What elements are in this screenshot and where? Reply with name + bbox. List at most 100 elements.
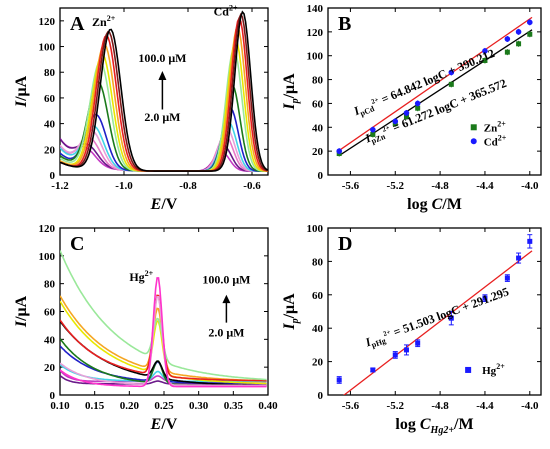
legend-label: Cd2+: [484, 133, 507, 148]
y-axis-title: Ip/μA: [281, 73, 301, 111]
peak-label: Hg2+: [129, 269, 153, 284]
y-tick-label: 80: [312, 256, 324, 268]
conc-low-label: 2.0 μM: [208, 326, 244, 340]
y-tick-label: 120: [307, 27, 324, 39]
data-point: [448, 81, 454, 87]
legend-label: Zn2+: [484, 119, 506, 134]
data-point: [515, 29, 522, 35]
y-tick-label: 80: [44, 279, 56, 291]
legend: Zn2+Cd2+: [470, 119, 507, 148]
curves: [60, 10, 268, 172]
conc-low-label: 2.0 μM: [144, 110, 180, 124]
data-point: [336, 377, 342, 383]
data-point: [516, 41, 522, 47]
x-tick-label: -0.6: [243, 180, 261, 192]
curve-10: [60, 250, 267, 381]
x-tick-label: -5.6: [342, 180, 360, 192]
x-tick-label: -4.8: [431, 400, 449, 412]
x-tick-label: -4.4: [476, 400, 494, 412]
y-tick-label: 80: [312, 75, 324, 87]
y-tick-label: 0: [318, 390, 324, 402]
y-tick-label: 0: [50, 170, 56, 182]
data-point: [370, 126, 376, 133]
y-tick-label: 140: [307, 3, 324, 15]
x-tick-label: 0.10: [50, 400, 70, 412]
panel-letter: B: [338, 13, 351, 35]
y-tick-label: 100: [39, 42, 56, 54]
x-tick-label: -5.2: [387, 180, 405, 192]
x-tick-label: -5.6: [342, 400, 360, 412]
peak-label: Cd2+: [214, 4, 238, 19]
fit-equation: IpHg2+ = 51.503 logC + 291.295: [363, 284, 512, 351]
y-tick-label: 60: [44, 93, 56, 105]
conc-high-label: 100.0 μM: [138, 51, 186, 65]
y-tick-label: 100: [307, 223, 324, 235]
x-tick-label: 0.40: [258, 400, 278, 412]
data-point: [403, 114, 409, 120]
data-point: [527, 31, 533, 37]
x-tick-label: -1.2: [51, 180, 69, 192]
y-tick-label: 100: [307, 51, 324, 63]
x-tick-label: -4.4: [476, 180, 494, 192]
data-point: [415, 105, 421, 111]
curve-13: [60, 10, 268, 172]
data-point: [482, 295, 488, 301]
data-point: [370, 367, 376, 373]
y-tick-label: 40: [44, 119, 56, 131]
data-point: [527, 238, 533, 244]
panel-letter: D: [338, 233, 352, 255]
x-tick-label: 0.15: [85, 400, 105, 412]
x-axis-title: E/V: [150, 196, 178, 213]
conc-high-label: 100.0 μM: [202, 273, 250, 287]
y-tick-label: 40: [44, 334, 56, 346]
data-point: [526, 19, 533, 26]
panel-letter: A: [70, 13, 85, 35]
data-point: [504, 275, 510, 281]
x-tick-label: 0.35: [224, 400, 244, 412]
y-tick-label: 20: [312, 357, 324, 369]
data-point: [336, 148, 343, 154]
data-point: [370, 131, 376, 137]
y-tick-label: 40: [312, 122, 324, 134]
legend-marker: [465, 366, 472, 373]
plot-frame: [327, 7, 542, 176]
x-tick-label: -5.2: [387, 400, 405, 412]
data-point: [504, 49, 510, 55]
plot-frame: [59, 7, 269, 176]
panel-a: -1.2 -1.0 -0.8 -0.6 0 20 40 60 80 100 120 A E/V I/μA Z…: [13, 4, 269, 213]
data-point: [448, 315, 454, 321]
x-tick-label: -4.0: [521, 400, 539, 412]
curve-12: [60, 277, 267, 388]
fit-lines: [343, 250, 533, 395]
data-point: [516, 255, 522, 261]
legend-marker: [470, 138, 477, 145]
peak-label: Zn2+: [92, 14, 116, 29]
fit-line-hg: [343, 250, 533, 395]
x-tick-label: -0.8: [179, 180, 197, 192]
y-axis-title: I/μA: [13, 295, 30, 328]
data-point: [403, 347, 409, 353]
data-point: [414, 100, 421, 107]
data-point: [482, 48, 488, 54]
plot-frame: [327, 227, 542, 396]
conc-arrow-head: [158, 70, 167, 80]
y-tick-label: 60: [312, 98, 324, 110]
series-hg: [336, 234, 533, 384]
legend-marker: [470, 124, 477, 131]
x-tick-label: 0.20: [120, 400, 140, 412]
data-point: [403, 110, 410, 116]
y-tick-label: 80: [44, 67, 56, 79]
conc-arrow-head: [222, 294, 231, 304]
panel-b: -5.6 -5.2 -4.8 -4.4 -4.0 0 20 40 60 80 100 120 140 Bl…: [281, 3, 542, 213]
y-tick-label: 20: [44, 362, 56, 374]
series-cd: [336, 19, 533, 155]
x-axis-title: log C/M: [407, 196, 462, 213]
data-point: [504, 36, 511, 42]
x-tick-label: -1.0: [115, 180, 133, 192]
y-tick-label: 120: [39, 16, 56, 28]
y-tick-label: 40: [312, 323, 324, 335]
data-point: [448, 69, 455, 76]
x-tick-label: -4.8: [431, 180, 449, 192]
x-tick-label: 0.30: [189, 400, 209, 412]
